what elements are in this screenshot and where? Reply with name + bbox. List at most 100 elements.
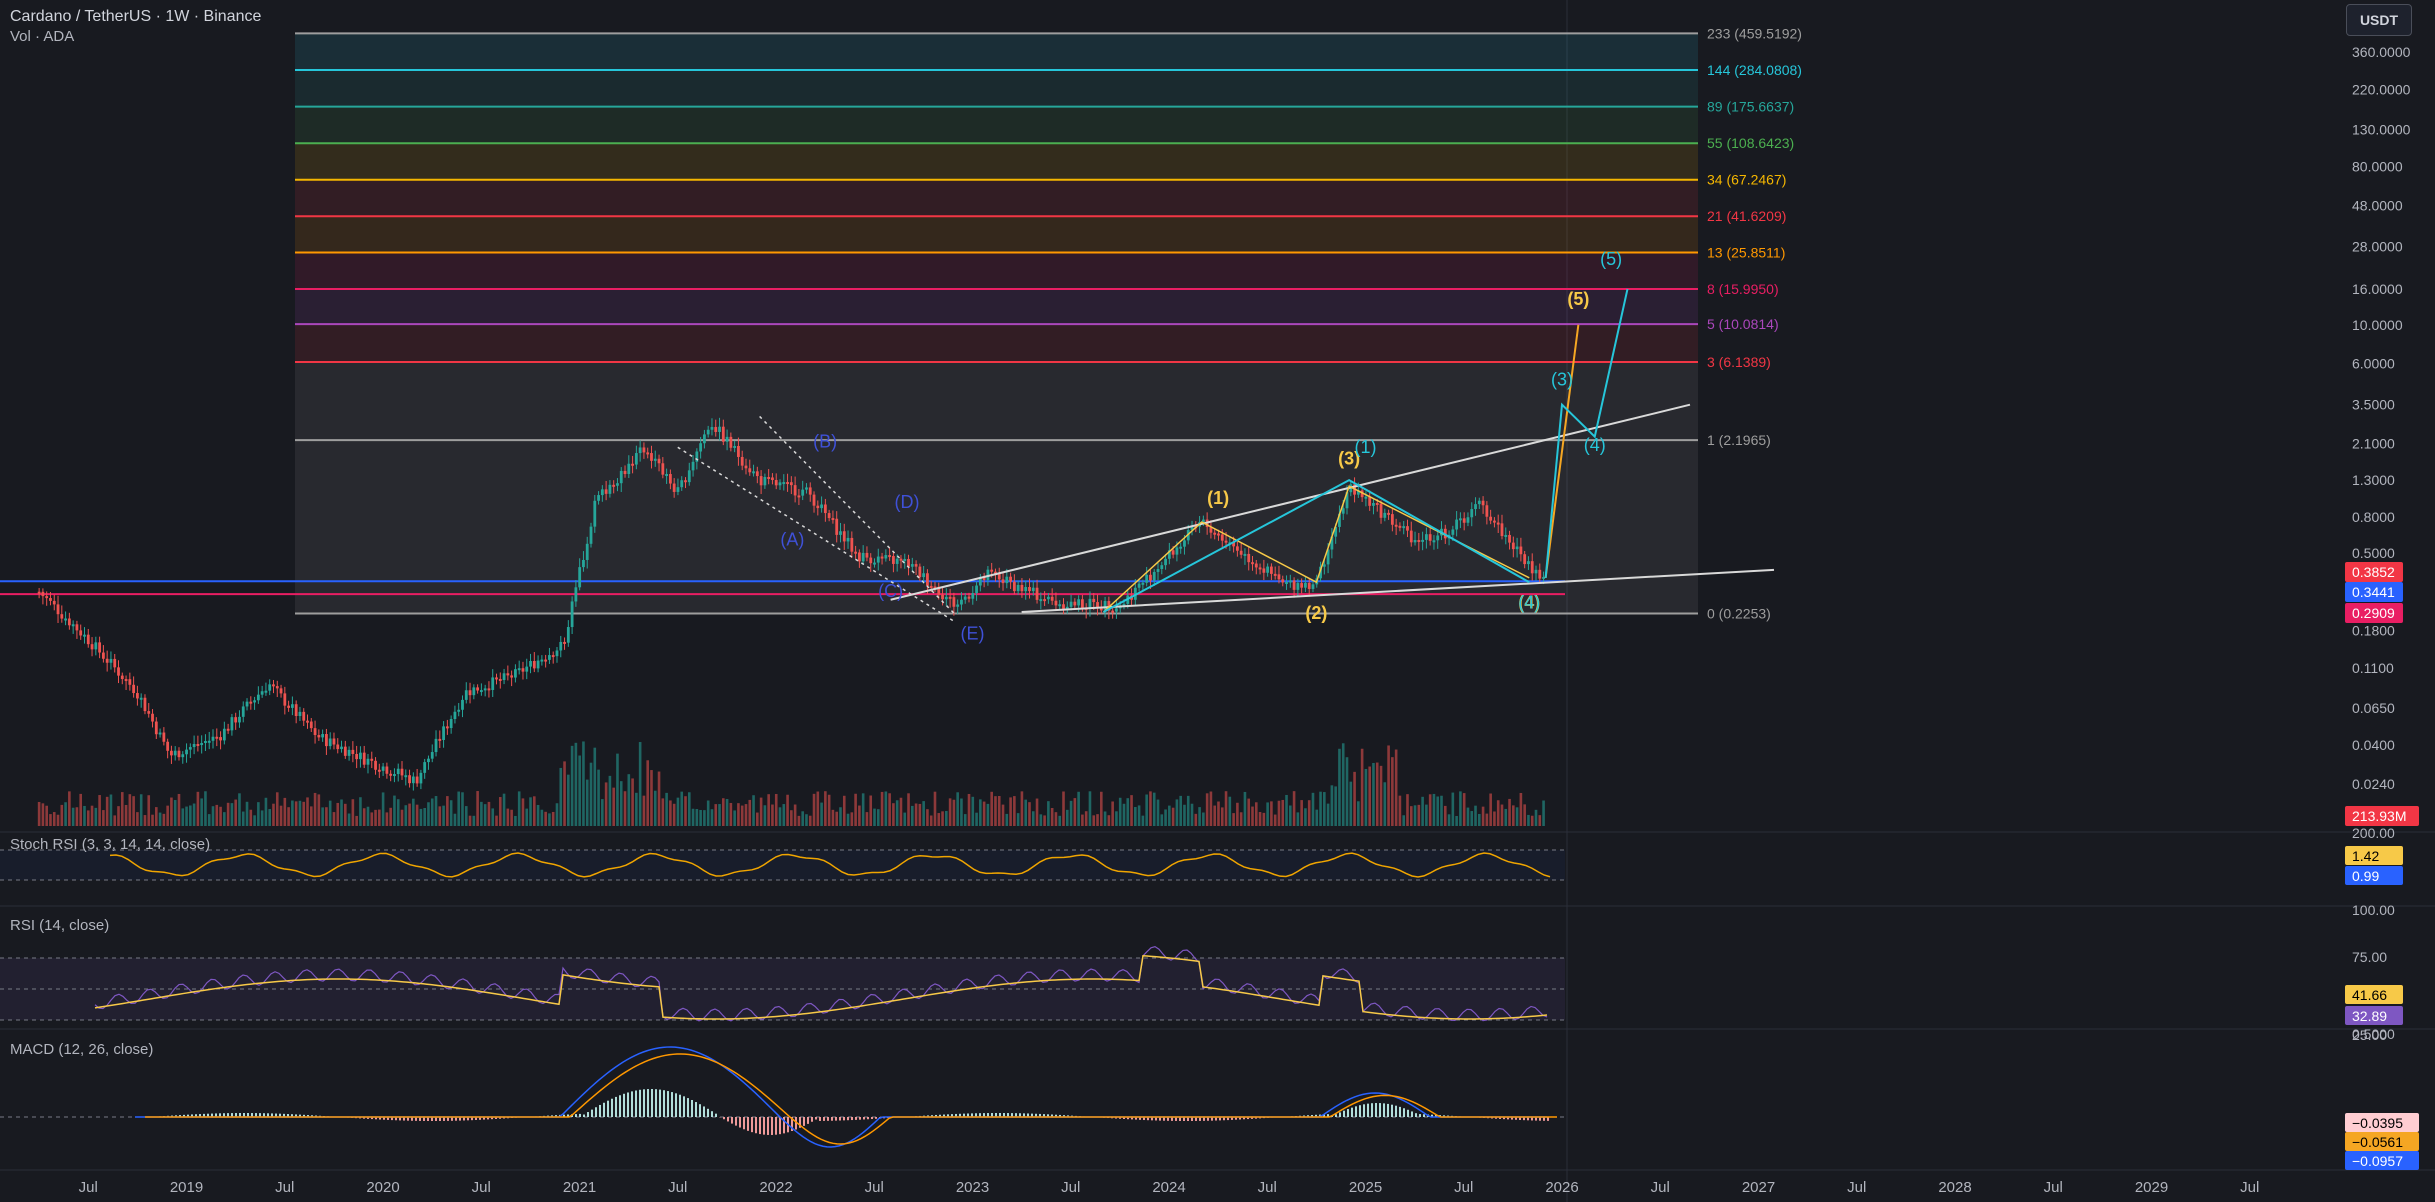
volume-bar bbox=[143, 815, 147, 826]
candle-body bbox=[604, 489, 608, 494]
volume-bar bbox=[786, 794, 789, 826]
volume-bar bbox=[362, 808, 366, 826]
volume-bar bbox=[309, 806, 313, 826]
volume-bar bbox=[994, 796, 997, 826]
candle-body bbox=[1273, 573, 1277, 576]
macd-hist-bar bbox=[803, 1117, 805, 1126]
macd-hist-bar bbox=[567, 1114, 569, 1117]
candle-body bbox=[427, 758, 430, 763]
volume-bar bbox=[835, 811, 839, 826]
macd-hist-bar bbox=[687, 1098, 689, 1117]
volume-bar bbox=[1171, 807, 1175, 826]
macd-hist-bar bbox=[595, 1107, 597, 1117]
volume-bar bbox=[582, 741, 585, 826]
macd-hist-bar bbox=[871, 1117, 873, 1120]
price-axis-tick: 0.0650 bbox=[2352, 700, 2395, 716]
candle-body bbox=[1402, 526, 1406, 529]
volume-bar bbox=[952, 799, 956, 826]
candle-body bbox=[1496, 522, 1500, 525]
candle-body bbox=[797, 495, 801, 498]
volume-bar bbox=[1043, 815, 1046, 826]
candle-body bbox=[1043, 599, 1047, 602]
volume-bar bbox=[166, 805, 169, 826]
candle-body bbox=[665, 474, 669, 477]
candle-body bbox=[525, 666, 529, 672]
macd-hist-bar bbox=[439, 1117, 441, 1121]
volume-bar bbox=[551, 811, 555, 826]
volume-bar bbox=[173, 800, 177, 826]
candle-body bbox=[1251, 562, 1254, 565]
macd-hist-bar bbox=[751, 1117, 753, 1133]
volume-bar bbox=[1323, 792, 1326, 826]
macd-hist-bar bbox=[283, 1113, 285, 1117]
candle-body bbox=[290, 704, 294, 708]
volume-bar bbox=[491, 808, 495, 826]
macd-hist-bar bbox=[767, 1117, 769, 1135]
macd-hist-bar bbox=[823, 1117, 825, 1121]
candle-body bbox=[1360, 490, 1364, 498]
wedge-upper-dotted bbox=[759, 415, 957, 616]
volume-bar bbox=[1319, 791, 1322, 826]
volume-bar bbox=[415, 804, 419, 826]
currency-button[interactable]: USDT bbox=[2346, 4, 2412, 36]
volume-bar bbox=[827, 794, 831, 826]
volume-bar bbox=[37, 801, 41, 826]
candle-body bbox=[1500, 523, 1504, 537]
volume-bar bbox=[820, 802, 823, 826]
candle-body bbox=[661, 463, 665, 475]
candle-body bbox=[805, 487, 808, 490]
candle-body bbox=[1232, 542, 1236, 547]
volume-bar bbox=[888, 793, 891, 826]
macd-hist-bar bbox=[859, 1117, 861, 1120]
wave-label: (B) bbox=[813, 431, 837, 451]
price-axis-tick: 1.3000 bbox=[2352, 472, 2395, 488]
candle-body bbox=[725, 436, 729, 442]
macd-hist-bar bbox=[1195, 1117, 1197, 1121]
macd-hist-bar bbox=[555, 1115, 557, 1117]
volume-bar bbox=[1065, 809, 1069, 826]
macd-hist-bar bbox=[495, 1117, 497, 1119]
volume-bar bbox=[423, 808, 426, 826]
macd-hist-bar bbox=[1363, 1104, 1365, 1117]
rsi-badge-ma bbox=[2345, 985, 2403, 1004]
volume-bar bbox=[1183, 804, 1186, 826]
candle-body bbox=[850, 537, 854, 552]
macd-hist-bar bbox=[631, 1091, 633, 1117]
macd-hist-bar bbox=[487, 1117, 489, 1120]
candle-body bbox=[1062, 604, 1065, 609]
macd-hist-bar bbox=[635, 1090, 637, 1117]
candle-body bbox=[211, 736, 215, 741]
stoch-value-d: 0.99 bbox=[2352, 868, 2379, 884]
volume-bar bbox=[1451, 792, 1455, 826]
candle-body bbox=[812, 494, 816, 506]
volume-bar bbox=[1111, 801, 1114, 826]
candle-body bbox=[789, 482, 793, 486]
candle-body bbox=[1356, 490, 1360, 495]
candle-body bbox=[623, 470, 627, 475]
wedge-lower-dotted bbox=[677, 446, 957, 624]
candle-body bbox=[207, 740, 211, 743]
macd-hist-bar bbox=[1323, 1114, 1325, 1117]
macd-value: −0.0395 bbox=[2352, 1115, 2403, 1131]
volume-bar bbox=[1383, 782, 1387, 826]
volume-bar bbox=[604, 782, 608, 826]
candle-body bbox=[272, 684, 275, 687]
volume-bar bbox=[1251, 806, 1254, 826]
macd-hist-bar bbox=[775, 1117, 777, 1135]
candle-body bbox=[1428, 534, 1432, 541]
volume-bar bbox=[884, 791, 888, 826]
macd-hist-bar bbox=[963, 1113, 965, 1117]
volume-bar bbox=[1205, 793, 1209, 826]
volume-bar bbox=[1455, 815, 1458, 826]
candle-body bbox=[1345, 492, 1349, 509]
volume-bar bbox=[189, 805, 192, 826]
candle-body bbox=[1304, 582, 1307, 588]
candle-body bbox=[64, 618, 67, 621]
candle-body bbox=[1330, 536, 1334, 550]
macd-hist-bar bbox=[979, 1113, 981, 1117]
candle-body bbox=[1462, 518, 1466, 523]
volume-bar bbox=[52, 812, 56, 826]
volume-bar bbox=[347, 813, 351, 826]
candle-body bbox=[253, 700, 256, 703]
